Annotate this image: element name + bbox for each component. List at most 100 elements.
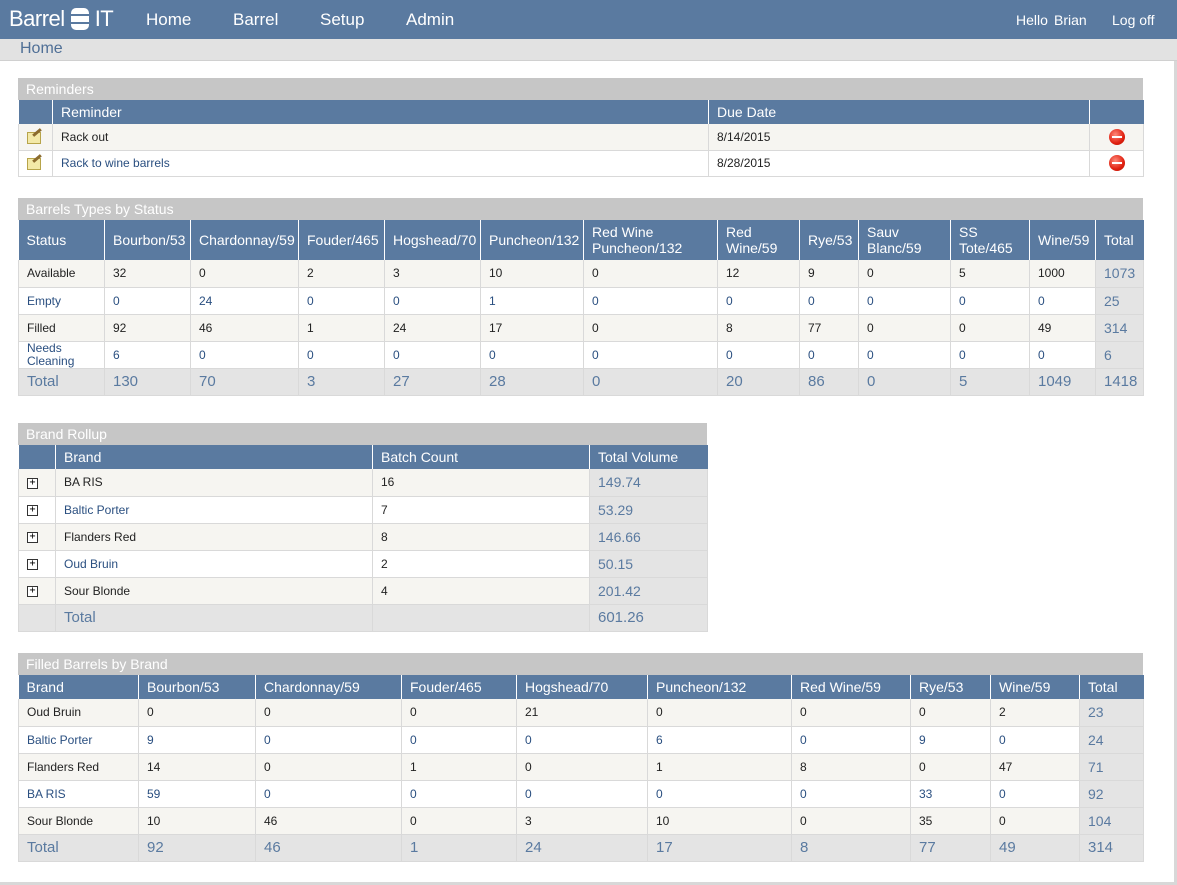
total-label: Total	[55, 604, 373, 632]
header-col[interactable]: Brand	[18, 675, 139, 699]
column-total[interactable]: 28	[480, 368, 584, 396]
header-col[interactable]: Bourbon/53	[138, 675, 256, 699]
column-total[interactable]: 1049	[1029, 368, 1096, 396]
header-col[interactable]: Chardonnay/59	[190, 220, 299, 260]
header-col[interactable]: Rye/53	[799, 220, 859, 260]
greeting-user[interactable]: Brian	[1054, 12, 1087, 28]
edit-icon[interactable]	[27, 131, 41, 144]
row-total[interactable]: 6	[1095, 341, 1144, 369]
brand-link[interactable]: BA RIS	[18, 780, 139, 808]
brand-link[interactable]: Baltic Porter	[55, 496, 373, 524]
header-col[interactable]: Wine/59	[990, 675, 1080, 699]
row-total[interactable]: 25	[1095, 287, 1144, 315]
count-cell: 0	[799, 287, 859, 315]
column-total[interactable]: 130	[104, 368, 191, 396]
count-cell: 0	[104, 287, 191, 315]
column-total[interactable]: 0	[858, 368, 951, 396]
column-total[interactable]: 77	[910, 834, 991, 862]
column-total[interactable]: 5	[950, 368, 1030, 396]
header-col[interactable]: Chardonnay/59	[255, 675, 402, 699]
brand-label: Flanders Red	[18, 753, 139, 781]
header-reminder[interactable]: Reminder	[52, 100, 709, 124]
header-col[interactable]: Fouder/465	[401, 675, 517, 699]
column-total[interactable]: 46	[255, 834, 402, 862]
header-col[interactable]: Sauv Blanc/59	[858, 220, 951, 260]
count-cell: 0	[1029, 341, 1096, 369]
column-total[interactable]: 8	[791, 834, 911, 862]
header-col[interactable]: Hogshead/70	[384, 220, 481, 260]
column-total[interactable]: 49	[990, 834, 1080, 862]
brand-link[interactable]: Oud Bruin	[55, 550, 373, 578]
count-cell: 2	[298, 260, 385, 288]
delete-icon[interactable]	[1108, 128, 1125, 145]
column-total[interactable]: 92	[138, 834, 256, 862]
header-delete	[1089, 100, 1144, 124]
brand-label: Flanders Red	[55, 523, 373, 551]
column-total[interactable]: 24	[516, 834, 648, 862]
edit-icon[interactable]	[27, 157, 41, 170]
header-col[interactable]: SS Tote/465	[950, 220, 1030, 260]
column-total[interactable]: 17	[647, 834, 792, 862]
row-total[interactable]: 104	[1079, 807, 1144, 835]
header-col[interactable]: Wine/59	[1029, 220, 1096, 260]
row-total[interactable]: 1073	[1095, 260, 1144, 288]
barrelit-logo[interactable]: Barrel IT	[9, 6, 114, 32]
header-col[interactable]: Status	[18, 220, 105, 260]
logoff-link[interactable]: Log off	[1112, 12, 1155, 28]
count-cell: 10	[647, 807, 792, 835]
header-brand[interactable]: Brand	[55, 445, 373, 469]
count-cell: 49	[1029, 314, 1096, 342]
header-col[interactable]: Red Wine Puncheon/132	[583, 220, 718, 260]
header-batch-count[interactable]: Batch Count	[372, 445, 590, 469]
nav-home[interactable]: Home	[146, 10, 192, 29]
expand-plus-icon[interactable]: +	[27, 504, 38, 516]
row-total[interactable]: 23	[1079, 699, 1144, 727]
header-col[interactable]: Hogshead/70	[516, 675, 648, 699]
window-edge-right	[1174, 61, 1177, 885]
column-total[interactable]: 27	[384, 368, 481, 396]
grand-total[interactable]: 1418	[1095, 368, 1144, 396]
header-col[interactable]: Red Wine/59	[791, 675, 911, 699]
count-cell: 46	[255, 807, 402, 835]
expand-plus-icon[interactable]: +	[27, 558, 38, 570]
count-cell: 0	[910, 699, 991, 727]
header-col[interactable]: Red Wine/59	[717, 220, 800, 260]
header-col[interactable]: Bourbon/53	[104, 220, 191, 260]
status-link[interactable]: Needs Cleaning	[18, 341, 105, 369]
row-total[interactable]: 92	[1079, 780, 1144, 808]
header-col[interactable]: Puncheon/132	[647, 675, 792, 699]
header-due-date[interactable]: Due Date	[708, 100, 1090, 124]
header-col[interactable]: Rye/53	[910, 675, 991, 699]
column-total[interactable]: 70	[190, 368, 299, 396]
header-col[interactable]: Total	[1095, 220, 1144, 260]
column-total[interactable]: 20	[717, 368, 800, 396]
reminder-link[interactable]: Rack to wine barrels	[52, 150, 709, 177]
column-total[interactable]: 0	[583, 368, 718, 396]
row-total[interactable]: 71	[1079, 753, 1144, 781]
row-total[interactable]: 24	[1079, 726, 1144, 754]
count-cell: 0	[799, 341, 859, 369]
count-cell: 1	[401, 753, 517, 781]
header-total-volume[interactable]: Total Volume	[589, 445, 708, 469]
column-total[interactable]: 1	[401, 834, 517, 862]
expand-plus-icon[interactable]: +	[27, 531, 38, 543]
breadcrumb-home[interactable]: Home	[20, 40, 63, 57]
reminder-text: Rack out	[52, 124, 709, 151]
brand-label: Oud Bruin	[18, 699, 139, 727]
status-link[interactable]: Empty	[18, 287, 105, 315]
row-total[interactable]: 314	[1095, 314, 1144, 342]
expand-plus-icon[interactable]: +	[27, 585, 38, 597]
header-col[interactable]: Fouder/465	[298, 220, 385, 260]
delete-icon[interactable]	[1108, 155, 1125, 171]
column-total[interactable]: 86	[799, 368, 859, 396]
brand-link[interactable]: Baltic Porter	[18, 726, 139, 754]
nav-barrel[interactable]: Barrel	[233, 10, 279, 29]
header-col[interactable]: Total	[1079, 675, 1144, 699]
expand-plus-icon[interactable]: +	[27, 477, 38, 489]
nav-setup[interactable]: Setup	[320, 10, 365, 29]
header-col[interactable]: Puncheon/132	[480, 220, 584, 260]
column-total[interactable]: 3	[298, 368, 385, 396]
nav-admin[interactable]: Admin	[406, 10, 455, 29]
grand-total[interactable]: 314	[1079, 834, 1144, 862]
batch-count: 16	[372, 469, 590, 497]
